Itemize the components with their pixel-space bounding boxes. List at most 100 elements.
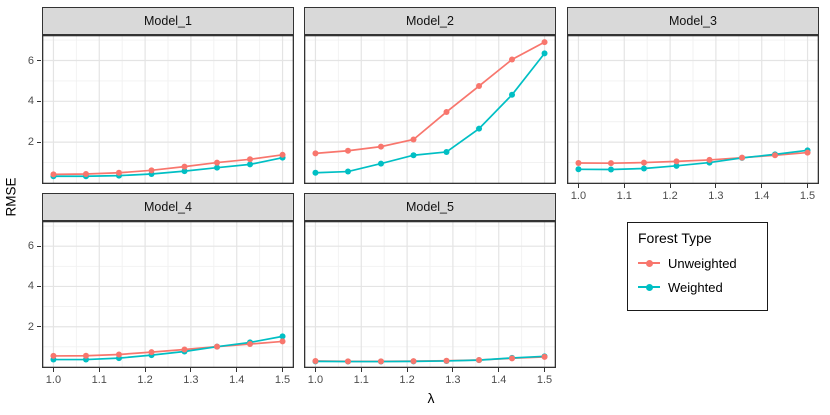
data-point-unweighted — [214, 343, 221, 350]
data-point-weighted — [476, 125, 483, 132]
data-point-weighted — [344, 168, 351, 175]
facet-strip-model-3: Model_3 — [567, 7, 819, 35]
x-tick-mark — [406, 368, 408, 372]
x-tick-label: 1.5 — [799, 190, 816, 202]
data-point-weighted — [673, 162, 680, 169]
x-tick-mark — [623, 184, 625, 188]
x-tick-label: 1.1 — [91, 374, 107, 386]
y-tick-mark — [37, 60, 41, 61]
y-tick-label: 4 — [27, 280, 34, 293]
facet-panel-model-2 — [304, 35, 556, 184]
y-axis-title: RMSE — [3, 177, 19, 217]
data-point-unweighted — [410, 358, 417, 365]
data-point-unweighted — [115, 169, 122, 176]
x-tick-mark — [360, 368, 362, 372]
x-axis-title: λ — [427, 390, 435, 406]
data-point-weighted — [443, 148, 450, 155]
data-point-unweighted — [509, 56, 516, 63]
data-point-unweighted — [214, 159, 221, 166]
facet-strip-model-5: Model_5 — [304, 193, 556, 221]
y-tick-label: 4 — [27, 95, 34, 108]
series-line-weighted — [315, 355, 545, 363]
y-tick-mark — [37, 285, 41, 287]
x-tick-label: 1.3 — [183, 374, 199, 386]
x-tick-label: 1.2 — [399, 374, 415, 386]
data-point-unweighted — [706, 156, 713, 163]
x-tick-label: 1.5 — [274, 374, 291, 386]
x-tick-mark — [236, 368, 238, 372]
legend-item-label: Weighted — [668, 279, 723, 295]
x-tick-label: 1.5 — [536, 374, 553, 386]
series-line-unweighted — [315, 41, 545, 155]
facet-strip-label: Model_5 — [406, 200, 454, 214]
legend-title: Forest Type — [638, 230, 712, 246]
x-tick-label: 1.4 — [754, 190, 770, 202]
y-tick-label: 2 — [27, 320, 34, 333]
series-line-weighted — [53, 335, 283, 361]
data-point-weighted — [575, 166, 582, 173]
data-point-weighted — [214, 164, 221, 171]
x-tick-mark — [452, 368, 454, 372]
facet-strip-model-2: Model_2 — [304, 7, 556, 35]
data-point-unweighted — [247, 156, 254, 163]
data-point-unweighted — [344, 147, 351, 154]
data-point-unweighted — [377, 358, 384, 365]
x-tick-mark — [761, 184, 763, 188]
data-point-unweighted — [50, 171, 57, 178]
x-tick-label: 1.3 — [708, 190, 724, 202]
x-tick-label: 1.0 — [307, 374, 324, 386]
legend: Forest Type Unweighted Weighted — [627, 222, 768, 311]
x-tick-label: 1.3 — [445, 374, 461, 386]
data-point-weighted — [541, 50, 548, 57]
x-tick-label: 1.1 — [616, 190, 632, 202]
series-line-unweighted — [53, 153, 283, 176]
x-tick-mark — [190, 368, 192, 372]
data-point-unweighted — [607, 160, 614, 167]
data-point-weighted — [410, 152, 417, 159]
data-point-unweighted — [673, 158, 680, 165]
data-point-unweighted — [804, 149, 811, 156]
data-point-unweighted — [312, 150, 319, 157]
facet-panel-model-1 — [42, 35, 294, 184]
data-point-unweighted — [739, 154, 746, 161]
x-tick-mark — [807, 184, 809, 188]
series-line-weighted — [53, 156, 283, 178]
data-point-unweighted — [181, 163, 188, 170]
data-point-unweighted — [443, 108, 450, 115]
data-point-unweighted — [640, 159, 647, 166]
facet-strip-model-4: Model_4 — [42, 193, 294, 221]
weighted-line-dot-icon — [638, 282, 660, 292]
data-point-unweighted — [410, 136, 417, 143]
x-tick-label: 1.0 — [570, 190, 587, 202]
x-tick-mark — [577, 184, 579, 188]
y-tick-label: 6 — [27, 240, 34, 253]
data-point-unweighted — [575, 159, 582, 166]
legend-item-unweighted: Unweighted — [638, 251, 757, 275]
x-tick-label: 1.0 — [45, 374, 62, 386]
series-line-weighted — [315, 52, 546, 174]
data-point-weighted — [509, 91, 516, 98]
data-point-unweighted — [476, 83, 483, 90]
x-tick-mark — [544, 368, 546, 372]
series-line-unweighted — [53, 340, 283, 357]
y-tick-mark — [37, 245, 41, 247]
data-point-unweighted — [312, 357, 319, 364]
data-point-unweighted — [509, 355, 516, 362]
x-tick-label: 1.1 — [353, 374, 369, 386]
series-line-weighted — [578, 149, 808, 171]
x-tick-mark — [52, 368, 54, 372]
facet-strip-model-1: Model_1 — [42, 7, 294, 35]
data-point-unweighted — [181, 346, 188, 353]
y-tick-mark — [37, 141, 41, 143]
data-point-weighted — [607, 166, 614, 173]
data-point-unweighted — [148, 349, 155, 356]
data-point-unweighted — [279, 151, 286, 158]
data-point-unweighted — [476, 356, 483, 363]
facet-panel-model-5 — [304, 221, 556, 368]
data-point-weighted — [181, 168, 188, 175]
data-point-unweighted — [247, 341, 254, 348]
x-tick-mark — [715, 184, 717, 188]
legend-item-weighted: Weighted — [638, 275, 757, 299]
data-point-unweighted — [541, 353, 548, 360]
